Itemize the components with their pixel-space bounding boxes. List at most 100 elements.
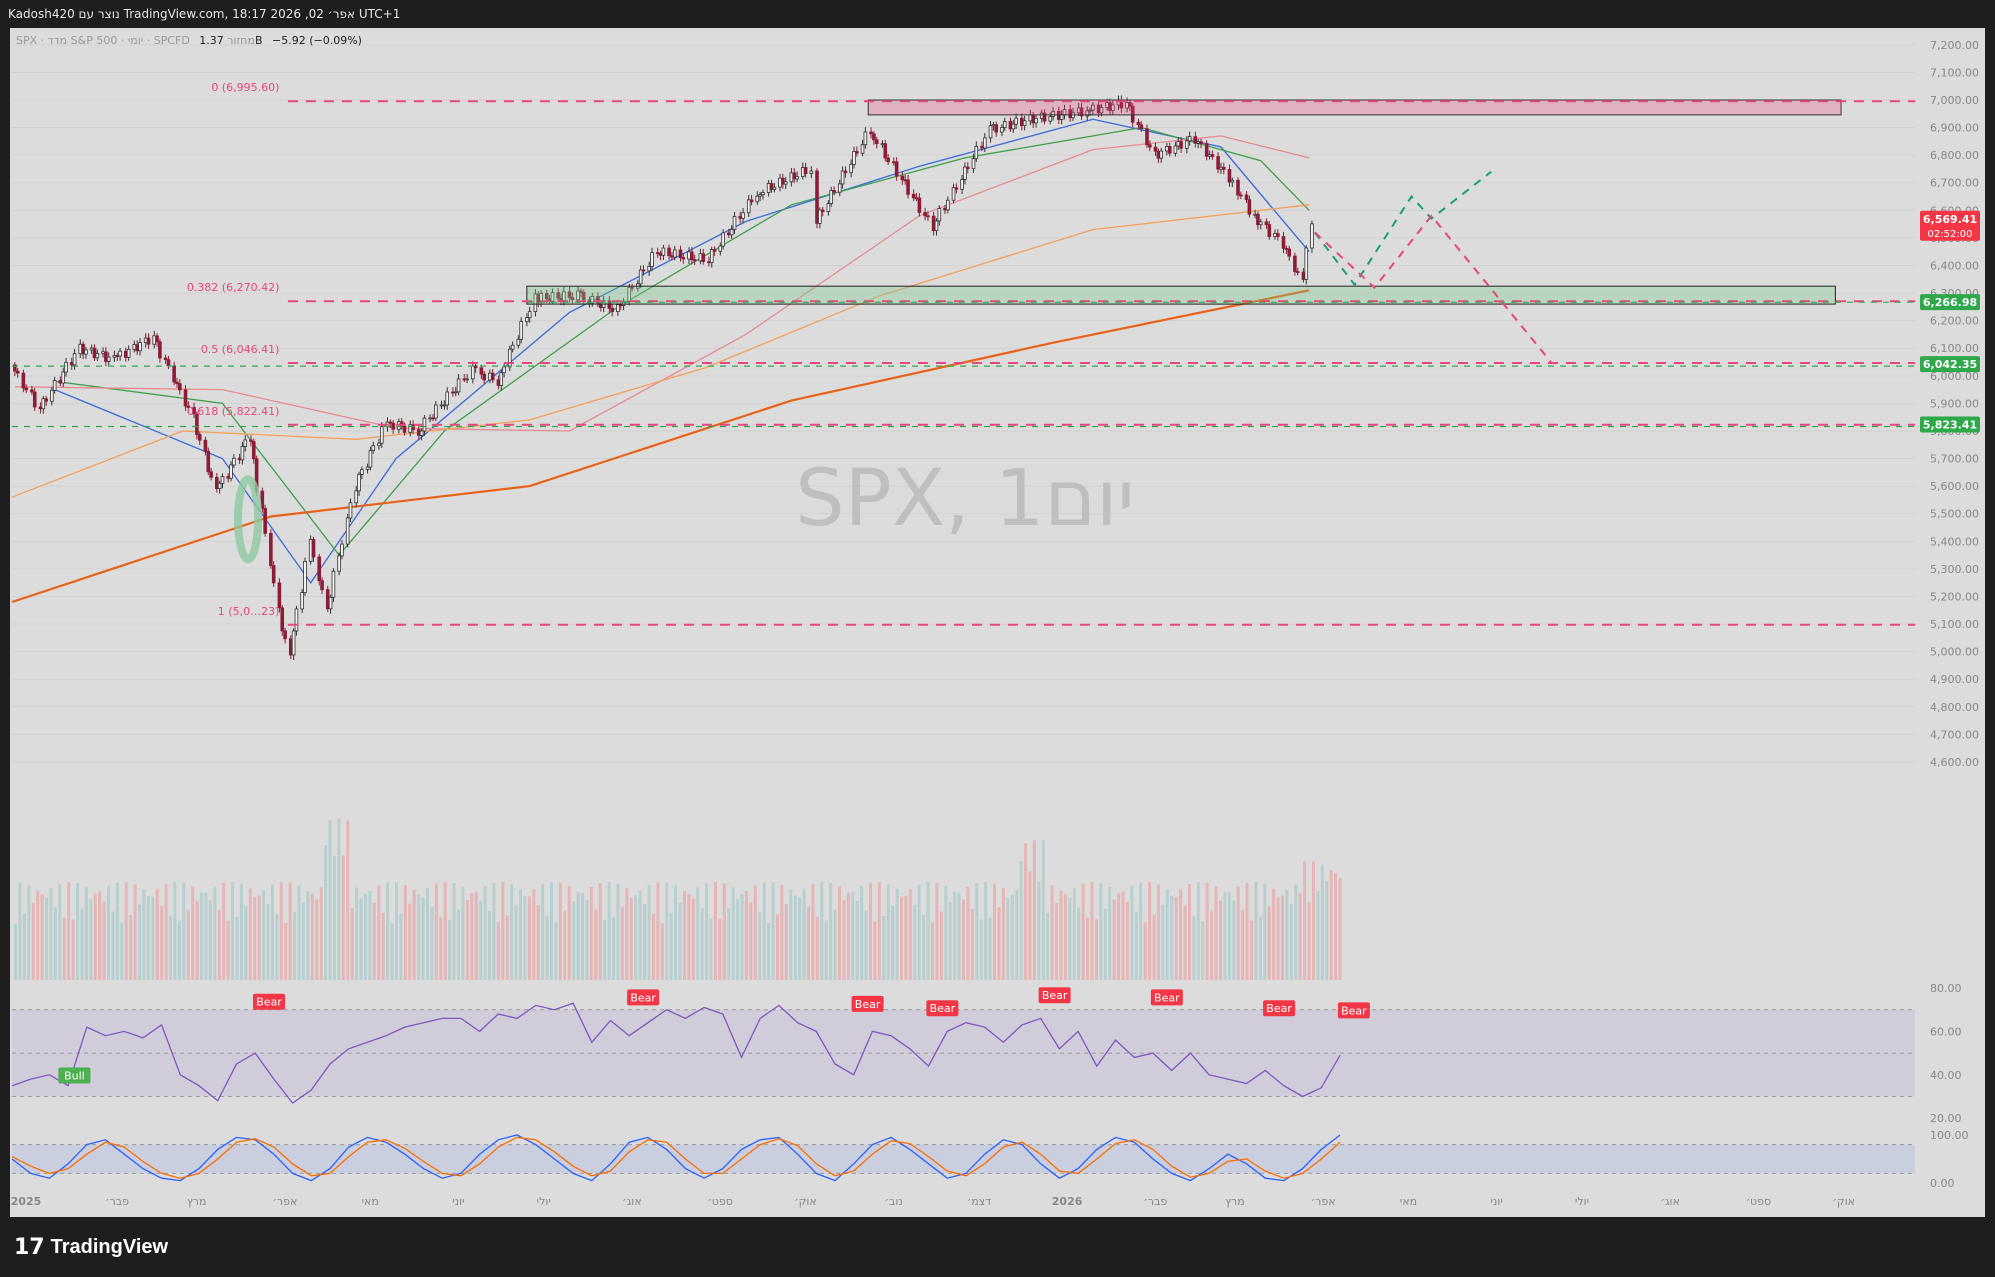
x-axis-tick-label: דצמ׳ xyxy=(967,1195,992,1208)
candle-body xyxy=(833,190,836,192)
y-axis-tick-label: 5,500.00 xyxy=(1930,508,1979,521)
candle-body xyxy=(264,508,267,533)
candle-body xyxy=(1254,214,1257,215)
volume-bar xyxy=(85,887,88,980)
y-axis-tick-label: 6,700.00 xyxy=(1930,177,1979,190)
volume-bar xyxy=(111,912,114,980)
candle-body xyxy=(389,422,392,423)
candle-body xyxy=(321,581,324,590)
volume-bar xyxy=(120,922,123,980)
candle-body xyxy=(1265,222,1268,225)
candle-body xyxy=(1200,142,1203,144)
candle-body xyxy=(59,381,62,384)
candle-body xyxy=(338,556,341,571)
volume-bar xyxy=(723,883,726,980)
volume-bar xyxy=(399,914,402,980)
volume-bar xyxy=(271,885,274,980)
volume-bar xyxy=(869,883,872,980)
volume-bar xyxy=(776,914,779,980)
candle-body xyxy=(838,184,841,192)
volume-bar xyxy=(1099,883,1102,980)
candle-body xyxy=(679,250,682,258)
candle-body xyxy=(210,472,213,478)
candle-body xyxy=(784,182,787,184)
candle-body xyxy=(1003,121,1006,127)
volume-bar xyxy=(129,915,132,980)
candle-body xyxy=(272,566,275,583)
chart-svg[interactable]: 7,200.00 7,100.00 7,000.00 6,900.00 6,800.00… xyxy=(0,0,1995,1217)
candle-body xyxy=(830,190,833,203)
candle-body xyxy=(759,195,762,197)
volume-bar xyxy=(58,884,61,980)
volume-bar xyxy=(1090,882,1093,980)
volume-bar xyxy=(351,908,354,980)
volume-bar xyxy=(1339,878,1342,980)
candle-body xyxy=(488,373,491,380)
candle-body xyxy=(682,258,685,259)
candle-body xyxy=(1239,195,1242,196)
candle-body xyxy=(935,221,938,231)
candle-body xyxy=(742,213,745,219)
volume-bar xyxy=(780,885,783,980)
x-axis-tick-label: מרץ xyxy=(1225,1195,1245,1208)
candle-body xyxy=(1140,125,1143,129)
candle-body xyxy=(915,198,918,199)
candle-body xyxy=(159,342,162,358)
volume-bar xyxy=(975,883,978,980)
divergence-badge-label: Bear xyxy=(630,991,656,1004)
candle-body xyxy=(326,590,329,609)
candle-body xyxy=(844,171,847,173)
volume-bar xyxy=(1277,897,1280,980)
candle-body xyxy=(1296,272,1299,273)
volume-bar xyxy=(1042,840,1045,980)
volume-bar xyxy=(200,892,203,980)
x-axis-tick-label: פבר׳ xyxy=(105,1195,129,1208)
volume-bar xyxy=(1237,887,1240,980)
candle-body xyxy=(1237,180,1240,195)
candle-body xyxy=(841,171,844,184)
volume-bar xyxy=(284,923,287,980)
candle-body xyxy=(349,503,352,518)
volume-bar xyxy=(280,882,283,980)
candle-body xyxy=(312,540,315,557)
volume-bar xyxy=(103,902,106,980)
volume-bar xyxy=(1130,886,1133,980)
volume-bar xyxy=(204,893,207,980)
volume-bar xyxy=(448,920,451,980)
candle-body xyxy=(927,216,930,217)
tradingview-logo-icon: 17 xyxy=(14,1235,45,1260)
candle-body xyxy=(804,168,807,174)
volume-bar xyxy=(927,882,930,980)
candle-body xyxy=(1137,122,1140,124)
candle-body xyxy=(215,477,218,488)
y-axis-tick-label: 5,000.00 xyxy=(1930,646,1979,659)
candle-body xyxy=(369,451,372,467)
candle-body xyxy=(995,125,998,132)
x-axis-tick-label: אוק׳ xyxy=(794,1195,817,1208)
candle-body xyxy=(1288,249,1291,256)
candle-body xyxy=(932,216,935,230)
candle-body xyxy=(821,210,824,212)
volume-bar xyxy=(1316,891,1319,980)
volume-bar xyxy=(944,886,947,980)
volume-bar xyxy=(665,882,668,980)
volume-bar xyxy=(457,909,460,980)
candle-body xyxy=(136,345,139,351)
candle-body xyxy=(31,390,34,392)
candle-body xyxy=(981,146,984,148)
volume-bar xyxy=(630,898,633,980)
volume-bar xyxy=(887,884,890,980)
volume-bar xyxy=(236,917,239,980)
volume-bar xyxy=(811,884,814,980)
volume-bar xyxy=(1259,917,1262,980)
candle-body xyxy=(733,216,736,229)
volume-bar xyxy=(581,893,584,980)
volume-bar xyxy=(825,921,828,980)
y-axis-tick-label: 7,200.00 xyxy=(1930,39,1979,52)
candle-body xyxy=(642,270,645,271)
candle-body xyxy=(708,262,711,263)
candle-body xyxy=(463,379,466,380)
volume-bar xyxy=(745,891,748,980)
candle-body xyxy=(739,216,742,218)
candle-body xyxy=(16,371,19,373)
